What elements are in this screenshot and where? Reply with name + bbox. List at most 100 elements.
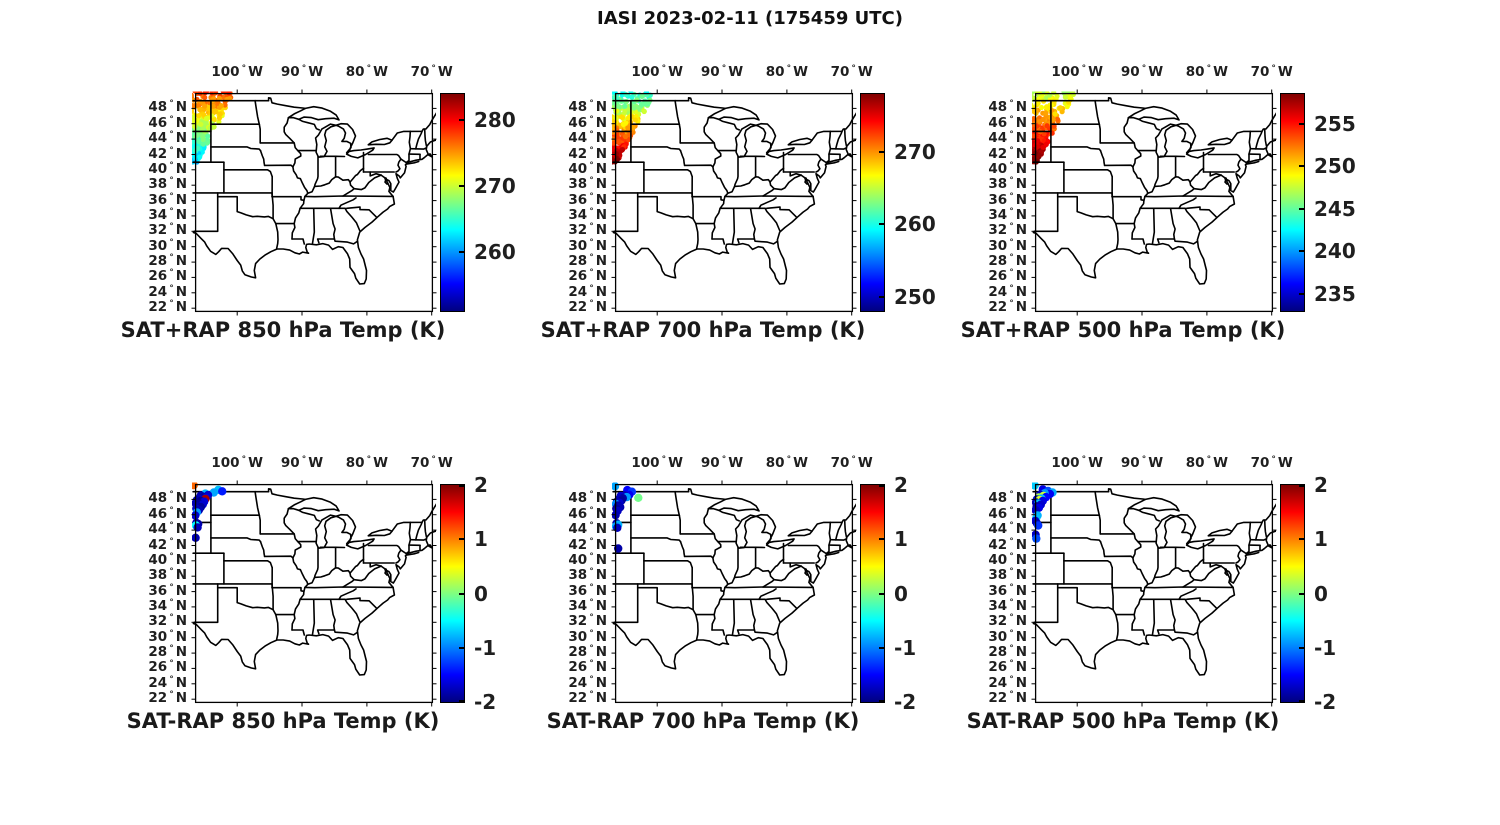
lon-tick-label: 70 ° W [830,455,873,471]
map-frame [194,483,434,704]
colorbar-tick-label: -1 [474,635,497,660]
lat-tick-label: 22 ° N [568,299,607,316]
lon-tick-label: 100 ° W [631,64,683,80]
us-map [611,480,857,707]
panel-sat-plus-rap-700: SAT+RAP 700 hPa Temp (K) 100 ° W 90 ° W 80 ° W 70… [541,64,936,342]
axis-ticks [611,89,857,316]
lat-tick-label: 44 ° N [988,521,1027,538]
lat-tick-label: 46 ° N [568,505,607,522]
colorbar-tick [879,646,884,649]
lat-tick-label: 22 ° N [988,690,1027,707]
figure-title: IASI 2023-02-11 (175459 UTC) [597,8,903,29]
observation-diff-dots [1032,482,1057,543]
panel-sat-plus-rap-500: SAT+RAP 500 hPa Temp (K) 100 ° W 90 ° W 80 ° W 70… [961,64,1356,342]
lat-tick-label: 26 ° N [988,268,1027,285]
colorbar-tick-label: 1 [1314,527,1328,552]
colorbar-tick-label: 0 [894,581,908,606]
colorbar-tick-label: 260 [474,239,516,264]
colorbar-tick-label: 245 [1314,196,1356,221]
colorbar-tick-label: 1 [894,527,908,552]
colorbar: 280 270 260 [440,93,516,312]
lat-tick-label: 24 ° N [988,283,1027,300]
colorbar-tick [459,592,464,595]
lat-tick-label: 38 ° N [148,567,187,584]
lon-tick-label: 80 ° W [345,64,388,80]
colorbar: 2 1 0 -1 -2 [440,473,496,714]
lat-tick-label: 44 ° N [148,521,187,538]
lat-tick-label: 30 ° N [988,628,1027,645]
lat-tick-label: 46 ° N [988,114,1027,131]
colorbar-gradient [441,485,464,702]
us-map [611,89,857,316]
lat-tick-label: 44 ° N [568,130,607,147]
lat-tick-label: 42 ° N [568,145,607,162]
lat-tick-label: 30 ° N [988,237,1027,254]
lat-tick-label: 32 ° N [148,222,187,239]
colorbar-tick [459,250,464,253]
lat-tick-label: 40 ° N [148,160,187,177]
lat-tick-label: 22 ° N [148,299,187,316]
lon-tick-label: 70 ° W [1250,455,1293,471]
colorbar-tick [459,185,464,188]
panel-sat-plus-rap-850: SAT+RAP 850 hPa Temp (K) 100 ° W 90 ° W 80 ° W 70… [121,64,516,342]
panel-title: SAT-RAP 500 hPa Temp (K) [966,709,1280,733]
colorbar-gradient [441,94,464,311]
panel-title: SAT+RAP 850 hPa Temp (K) [120,318,446,342]
colorbar-tick-label: -2 [474,690,497,714]
colorbar: 270 260 250 [860,93,936,312]
colorbar-gradient [861,94,884,311]
panel-title: SAT+RAP 500 hPa Temp (K) [960,318,1286,342]
lat-tick-label: 26 ° N [988,659,1027,676]
us-map [1031,89,1277,316]
lon-tick-label: 80 ° W [345,455,388,471]
lat-tick-label: 30 ° N [148,237,187,254]
colorbar-tick [1299,538,1304,541]
lat-tick-label: 34 ° N [148,597,187,614]
colorbar-tick [459,646,464,649]
lat-tick-label: 34 ° N [568,206,607,223]
lon-tick-label: 90 ° W [280,455,324,471]
lat-tick-label: 36 ° N [568,191,607,208]
lat-tick-label: 26 ° N [568,268,607,285]
colorbar-tick [1299,592,1304,595]
colorbar-tick-label: 2 [1314,473,1328,497]
basemap-us-states [612,488,856,676]
us-map [191,480,437,707]
lat-tick-label: 42 ° N [988,145,1027,162]
axis-ticks [191,89,437,316]
lat-tick-label: 36 ° N [568,582,607,599]
colorbar-tick [1299,122,1304,125]
colorbar-tick [1299,293,1304,295]
lat-tick-label: 28 ° N [148,253,187,270]
colorbar-tick-label: -2 [894,690,917,714]
lon-tick-label: 90 ° W [700,455,744,471]
lon-tick-label: 80 ° W [765,455,808,471]
axis-ticks [1031,480,1277,707]
colorbar-tick [879,485,884,487]
observation-diff-dots [612,482,643,553]
lat-tick-label: 34 ° N [988,597,1027,614]
lat-tick-label: 34 ° N [988,206,1027,223]
colorbar: 255 250 245 240 235 [1280,93,1356,312]
lat-tick-label: 34 ° N [148,206,187,223]
lat-tick-label: 38 ° N [568,567,607,584]
colorbar-gradient [1281,485,1304,702]
colorbar: 2 1 0 -1 -2 [1280,473,1336,714]
lon-tick-label: 70 ° W [410,455,453,471]
lat-tick-label: 38 ° N [568,176,607,193]
lon-tick-label: 80 ° W [765,64,808,80]
colorbar-tick-label: 235 [1314,282,1356,306]
lon-tick-label: 70 ° W [830,64,873,80]
panel-sat-minus-rap-700: SAT-RAP 700 hPa Temp (K) 100 ° W 90 ° W 80 ° W 70… [547,455,917,733]
lat-tick-label: 48 ° N [568,99,607,116]
basemap-us-states [612,97,856,285]
colorbar-tick [1299,700,1304,702]
lat-tick-label: 48 ° N [568,490,607,507]
colorbar-tick [879,700,884,702]
lat-tick-label: 40 ° N [568,160,607,177]
colorbar-tick [879,295,884,298]
lat-tick-label: 38 ° N [148,176,187,193]
panel-sat-minus-rap-500: SAT-RAP 500 hPa Temp (K) 100 ° W 90 ° W 80 ° W 70… [967,455,1337,733]
lat-tick-label: 30 ° N [148,628,187,645]
lat-tick-label: 32 ° N [988,222,1027,239]
